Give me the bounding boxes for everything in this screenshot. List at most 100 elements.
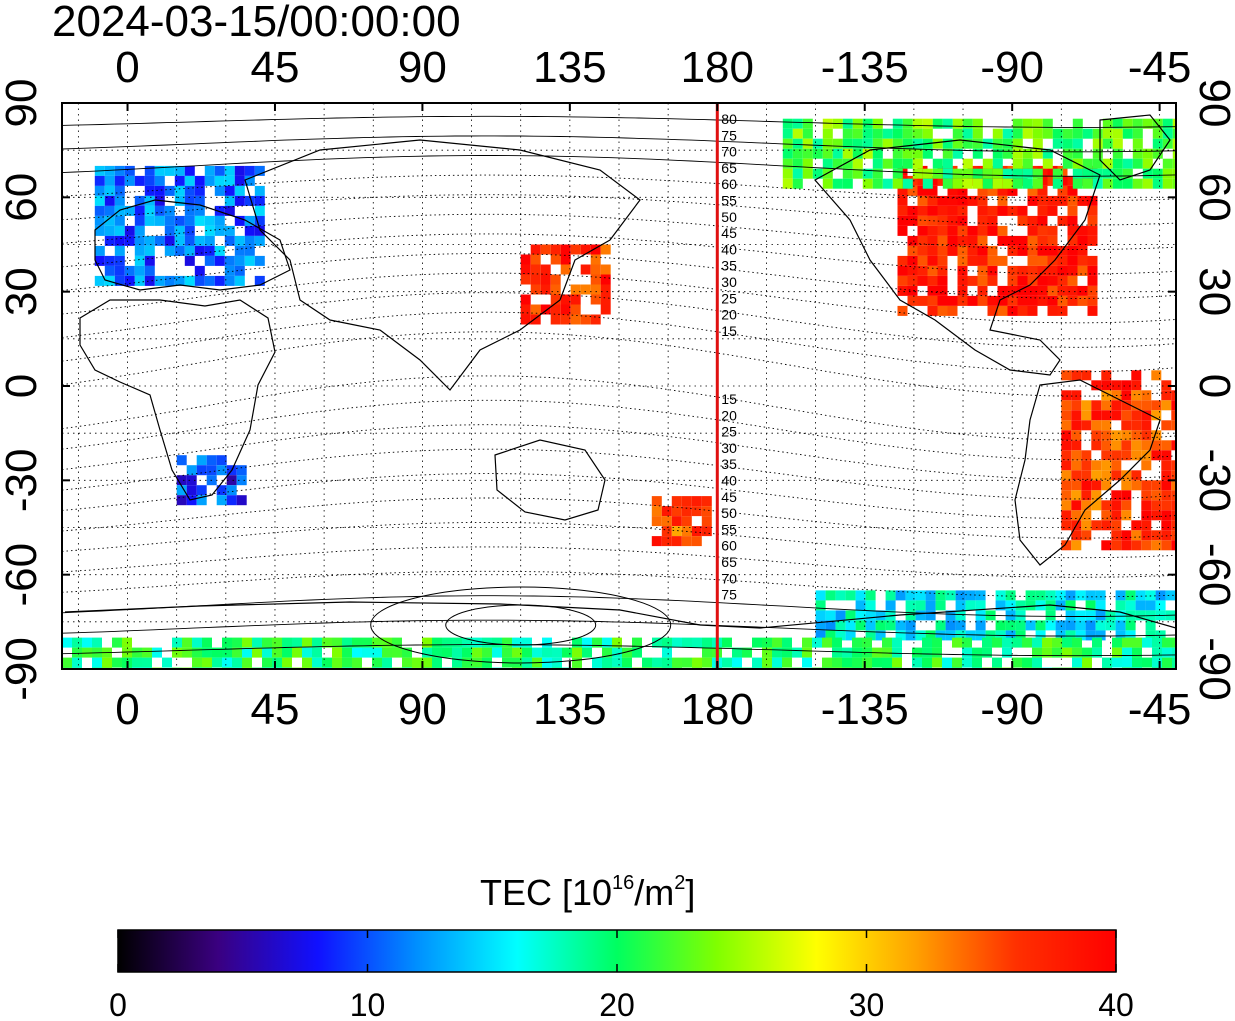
tec-cell [224,165,235,176]
tec-cell [1012,637,1022,648]
tec-cell [972,178,983,189]
contour-line [62,375,1176,441]
contour-label: 65 [721,554,737,570]
coast-antarctica [64,601,1176,629]
tec-cell [152,647,162,658]
tec-cell [1047,245,1058,256]
tec-cell [244,225,255,236]
tec-cell [1055,630,1066,641]
tec-cell [452,647,462,658]
tec-cell [154,175,165,186]
tec-cell [862,128,873,139]
tec-cell [1057,265,1068,276]
coast-africa [79,299,276,501]
lon-tick-label-bottom: -90 [980,685,1044,734]
tec-cell [1161,440,1172,451]
tec-cell [967,245,978,256]
tec-cell [987,225,998,236]
tec-cell [815,610,826,621]
tec-cell [94,195,105,206]
tec-cell [1082,178,1093,189]
tec-cell [94,255,105,266]
tec-cell [1067,215,1078,226]
tec-cell [1025,590,1036,601]
tec-cell [432,637,442,648]
tec-cell [1171,520,1176,531]
tec-cell [1061,500,1072,511]
tec-cell [1121,450,1132,461]
tec-cell [1081,460,1092,471]
tec-cell [1037,265,1048,276]
tec-cell [212,647,222,658]
tec-cell [144,205,155,216]
tec-cell [144,165,155,176]
tec-cell [842,148,853,159]
tec-cell [662,637,672,648]
tec-cell [1101,540,1112,551]
tec-cell [422,657,432,668]
tec-cell [204,175,215,186]
tec-cell [947,185,958,196]
tec-cell [1141,400,1152,411]
tec-cell [872,178,883,189]
tec-cell [1111,460,1122,471]
tec-cell [1142,118,1153,129]
tec-cell [254,225,265,236]
tec-cell [872,118,883,129]
tec-cell [512,647,522,658]
tec-cell [214,255,225,266]
tec-cell [892,138,903,149]
tec-cell [530,264,541,275]
tec-cell [1142,148,1153,159]
tec-cell [1152,647,1162,658]
tec-cell [945,620,956,631]
tec-cell [124,235,135,246]
tec-cell [1091,480,1102,491]
tec-cell [1065,620,1076,631]
tec-cell [144,235,155,246]
tec-cell [927,205,938,216]
tec-cell [987,295,998,306]
tec-cell [164,275,175,286]
tec-cell [1092,647,1102,658]
tec-cell [1085,600,1096,611]
tec-cell [1111,470,1122,481]
tec-cell [590,244,601,255]
tec-cell [1131,470,1142,481]
tec-cell [907,295,918,306]
contour-label: 40 [721,241,737,257]
tec-cell [1067,225,1078,236]
tec-cell [392,637,402,648]
tec-cell [917,225,928,236]
tec-cell [967,275,978,286]
tec-cell [224,195,235,206]
tec-cell [262,657,272,668]
tec-cell [862,178,873,189]
tec-cell [224,225,235,236]
tec-cell [902,128,913,139]
tec-cell [642,657,652,668]
tec-cell [194,215,205,226]
lat-tick-label-left: -90 [0,637,46,701]
tec-cell [977,215,988,226]
tec-cell [1122,178,1133,189]
tec-cell [612,637,622,648]
tec-cell [244,235,255,246]
tec-cell [965,590,976,601]
tec-cell [1122,637,1132,648]
tec-cell [915,630,926,641]
tec-cell [176,495,187,506]
tec-cell [1161,540,1172,551]
tec-cell [244,195,255,206]
tec-cell [222,647,232,658]
tec-cell [1055,590,1066,601]
tec-cell [925,600,936,611]
tec-cell [1111,400,1122,411]
tec-cell [947,235,958,246]
tec-cell [254,235,265,246]
tec-cell [1151,510,1162,521]
tec-cell [1115,590,1126,601]
tec-cell [1061,370,1072,381]
tec-cell [862,168,873,179]
tec-cell [550,304,561,315]
